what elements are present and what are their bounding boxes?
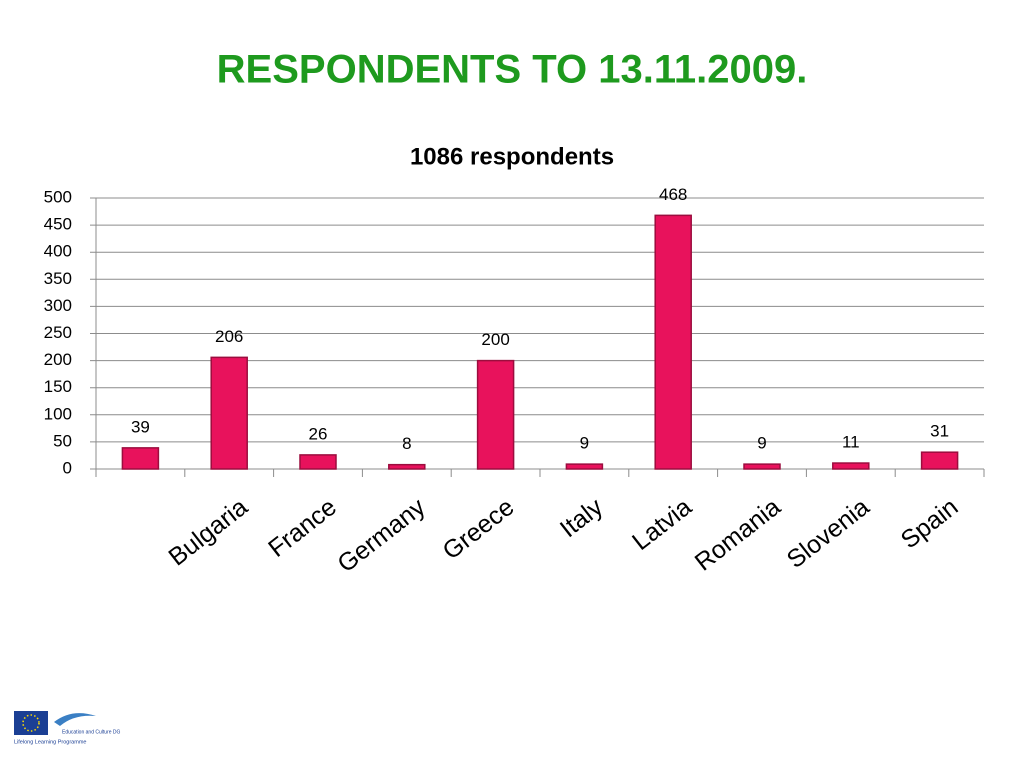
bar — [565, 463, 604, 470]
bar — [476, 359, 515, 470]
chart-title: 1086 respondents — [410, 143, 614, 170]
value-label: 26 — [309, 424, 328, 443]
x-tick-label: Germany — [332, 493, 431, 579]
x-tick-label: Bulgaria — [163, 493, 253, 572]
bar — [654, 214, 692, 470]
y-tick-label: 0 — [63, 458, 72, 477]
value-label: 9 — [580, 434, 589, 453]
x-tick-label: Romania — [690, 493, 786, 577]
y-tick-label: 300 — [44, 296, 72, 315]
logo: Education and Culture DG Lifelong Learni… — [14, 711, 120, 745]
value-label: 9 — [757, 434, 766, 453]
bar — [299, 454, 337, 470]
x-tick-label: Italy — [555, 493, 609, 544]
y-tick-label: 200 — [44, 350, 72, 369]
y-tick-label: 150 — [44, 377, 72, 396]
value-label: 39 — [131, 417, 150, 436]
eu-stars — [22, 714, 40, 732]
bar — [920, 451, 959, 470]
bar — [121, 447, 160, 470]
y-tick-label: 500 — [44, 187, 72, 206]
bar — [743, 463, 781, 470]
x-tick-label: Slovenia — [782, 493, 875, 574]
value-label: 206 — [215, 327, 243, 346]
value-label: 11 — [842, 433, 860, 452]
bar — [210, 356, 248, 470]
logo-programme: Lifelong Learning Programme — [14, 739, 86, 745]
value-label: 200 — [481, 330, 509, 349]
logo-swoosh — [54, 713, 96, 726]
y-tick-label: 450 — [44, 215, 72, 234]
x-tick-label: France — [263, 493, 342, 563]
x-tick-label: Latvia — [627, 493, 697, 556]
y-tick-label: 400 — [44, 242, 72, 261]
x-tick-label: Spain — [896, 493, 964, 554]
value-label: 468 — [659, 185, 687, 204]
slide-title: RESPONDENTS TO 13.11.2009. — [217, 48, 808, 92]
y-tick-label: 250 — [44, 323, 72, 342]
bar — [832, 462, 870, 470]
value-label: 31 — [930, 422, 949, 441]
y-tick-label: 50 — [53, 431, 72, 450]
logo-dg: Education and Culture DG — [62, 729, 120, 735]
y-tick-label: 350 — [44, 269, 72, 288]
value-label: 8 — [402, 434, 411, 453]
x-tick-label: Greece — [438, 493, 520, 566]
bar — [388, 463, 426, 470]
y-tick-label: 100 — [44, 404, 72, 423]
